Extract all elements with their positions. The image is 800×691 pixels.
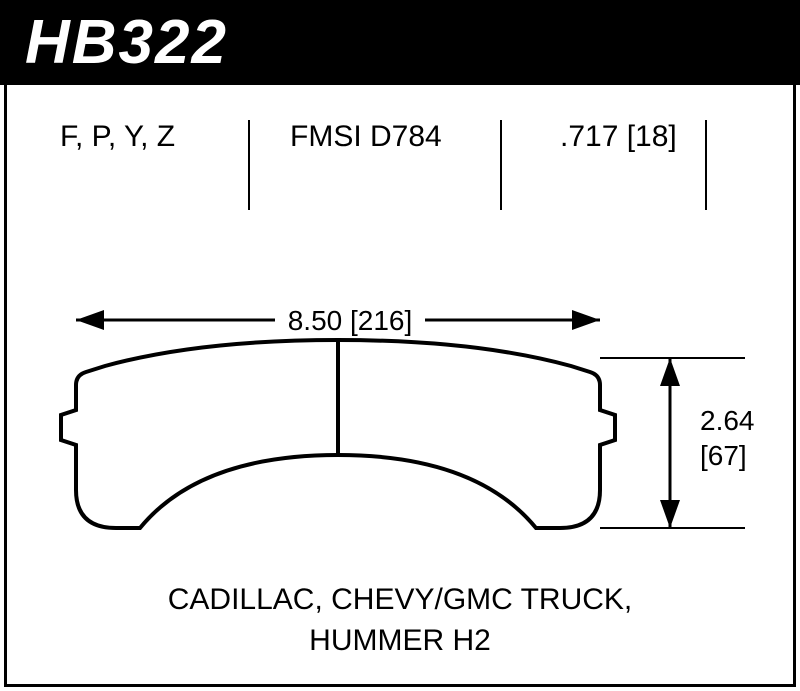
brake-pad-diagram: 8.50 [216] 2.64 [67] [0,280,800,580]
fitment-text: CADILLAC, CHEVY/GMC TRUCK, HUMMER H2 [0,580,800,661]
divider-1 [248,120,250,210]
compounds-text: F, P, Y, Z [60,120,175,154]
thickness-text: .717 [18] [560,120,677,154]
width-label: 8.50 [216] [288,305,413,336]
width-dimension: 8.50 [216] [76,302,600,338]
divider-2 [500,120,502,210]
specs-row: F, P, Y, Z FMSI D784 .717 [18] [0,105,800,215]
brake-pad-shape [61,340,615,528]
height-dimension: 2.64 [67] [600,358,755,528]
height-label-mm: [67] [700,440,747,471]
part-number-title: HB322 [25,7,228,78]
header-bar: HB322 [0,0,800,85]
height-label-in: 2.64 [700,405,755,436]
fitment-line-2: HUMMER H2 [0,621,800,662]
diagram-svg: 8.50 [216] 2.64 [67] [0,280,800,580]
divider-3 [705,120,707,210]
fmsi-text: FMSI D784 [290,120,442,154]
fitment-line-1: CADILLAC, CHEVY/GMC TRUCK, [0,580,800,621]
